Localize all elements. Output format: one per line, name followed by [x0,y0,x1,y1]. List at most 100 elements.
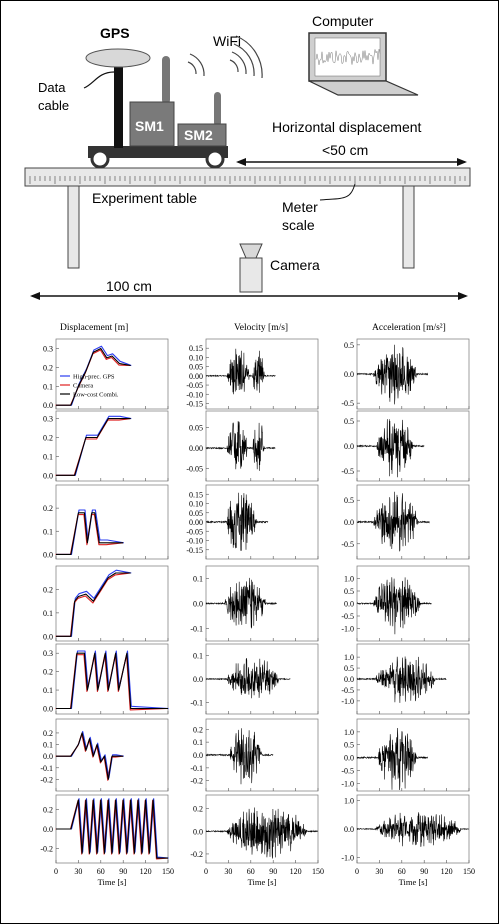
y-tick-label: -1.0 [341,779,354,788]
sm2-antenna [214,92,221,126]
y-tick-label: 0.2 [43,806,53,815]
velocity-series-line [205,577,278,629]
velocity-panel-5: 0.1 0.0 -0.1 [190,643,319,715]
data-cable-label-1: Data [38,80,66,95]
y-tick-label: 0.5 [344,341,354,350]
x-tick-label: 30 [224,867,232,876]
wifi-icon [187,35,263,79]
x-tick-label: 120 [140,867,152,876]
y-tick-label: 0.0 [43,550,53,559]
y-tick-label: 0.0 [193,827,203,836]
y-tick-label: -0.1 [190,625,203,634]
plot-frame [55,410,169,482]
y-tick-label: 0.5 [344,587,354,596]
y-tick-label: -0.15 [186,546,203,555]
y-tick-label: 0.00 [189,518,203,527]
x-tick-label: 150 [162,867,174,876]
y-tick-label: 0.3 [43,649,53,658]
range-short-label: <50 cm [322,142,368,158]
combi-series-line [56,572,131,637]
camera-lens [239,243,263,259]
x-axis-label: Time [s] [98,877,127,887]
cart-body [88,146,228,158]
y-tick-label: 0.0 [43,632,53,641]
x-tick-label: 90 [420,867,428,876]
plot-frame [205,410,319,482]
velocity-series-line [206,492,269,551]
x-tick-label: 30 [74,867,82,876]
y-tick-label: 0.0 [193,751,203,760]
velocity-panel-7: 0.2 0.0 -0.2 [190,794,319,864]
wifi-label: WiFi [213,33,241,49]
y-tick-label: 0.15 [189,344,203,353]
y-tick-label: 0.0 [193,675,203,684]
sm2-device [177,123,227,147]
x-tick-label: 0 [54,867,58,876]
x-axis-label: Time [s] [248,877,277,887]
y-tick-label: 0.05 [189,363,203,372]
displacement-panel-3: 0.0 0.1 0.2 [43,484,169,559]
y-tick-label: 0.5 [344,417,354,426]
cart-wheel-right [205,149,225,169]
acceleration-panel-3: 0.5 0.0 -0.5 [341,484,470,560]
gps-series-line [56,798,169,859]
y-tick-label: -0.5 [341,467,354,476]
y-tick-label: 0.3 [43,344,53,353]
plot-frame [55,643,169,715]
x-tick-label: 60 [398,867,406,876]
meter-scale-label-1: Meter [282,199,318,215]
y-tick-label: 0.1 [43,686,53,695]
y-tick-label: 0.0 [43,401,53,410]
y-tick-label: 0.00 [189,444,203,453]
velocity-series-line [205,807,319,859]
velocity-panel-3: 0.150.100.050.00-0.05-0.10-0.15 [186,484,319,560]
y-tick-label: -0.05 [186,465,203,474]
velocity-panel-6: 0.2 0.1 0.0 -0.1 -0.2 [190,718,319,792]
plot-frame [55,718,169,792]
y-tick-label: -0.2 [40,844,53,853]
y-tick-label: -1.0 [341,697,354,706]
displacement-panel-7: 0.2 0.0 -0.2 [40,794,169,864]
displacement-panel-4: 0.0 0.1 0.2 [43,565,169,642]
combi-series-line [56,512,124,555]
velocity-series-line [205,658,291,699]
range-long-arrowhead-left [30,292,40,300]
x-axis-label: Time [s] [399,877,428,887]
computer-label: Computer [312,13,374,29]
y-tick-label: 0.0 [344,754,354,763]
y-tick-label: 0.2 [193,725,203,734]
acceleration-series-line [356,577,432,635]
y-tick-label: 0.5 [344,496,354,505]
legend-entry: Camera [73,383,93,390]
y-tick-label: -0.1 [190,698,203,707]
y-tick-label: -1.0 [341,853,354,862]
y-tick-label: -0.5 [341,540,354,549]
y-tick-label: -0.15 [186,399,203,408]
y-tick-label: 0.2 [43,585,53,594]
y-tick-label: 0.0 [344,370,354,379]
experiment-table-label: Experiment table [92,190,197,206]
y-tick-label: 0.0 [344,675,354,684]
y-tick-label: -0.10 [186,537,203,546]
acceleration-series-line [356,419,425,478]
y-tick-label: -0.5 [341,399,354,408]
acceleration-series-line [356,727,428,791]
y-tick-label: 1.0 [344,653,354,662]
y-tick-label: 0.0 [344,442,354,451]
y-tick-label: 0.2 [43,668,53,677]
velocity-panel-4: 0.1 0.0 -0.1 [190,565,319,642]
y-tick-label: 0.1 [193,575,203,584]
acceleration-series-line [356,344,429,405]
column-title-displacement: Displacement [m] [60,323,128,333]
computer-display [314,37,381,77]
x-tick-label: 0 [204,867,208,876]
acceleration-series-line [356,656,447,703]
y-tick-label: 0.1 [43,527,53,536]
y-tick-label: 0.0 [43,704,53,713]
y-tick-label: -0.05 [186,381,203,390]
acceleration-panel-4: 1.0 0.5 0.0 -0.5 -1.0 [341,565,470,642]
y-tick-label: 0.0 [344,600,354,609]
x-tick-label: 60 [97,867,105,876]
y-tick-label: 0.5 [344,664,354,673]
